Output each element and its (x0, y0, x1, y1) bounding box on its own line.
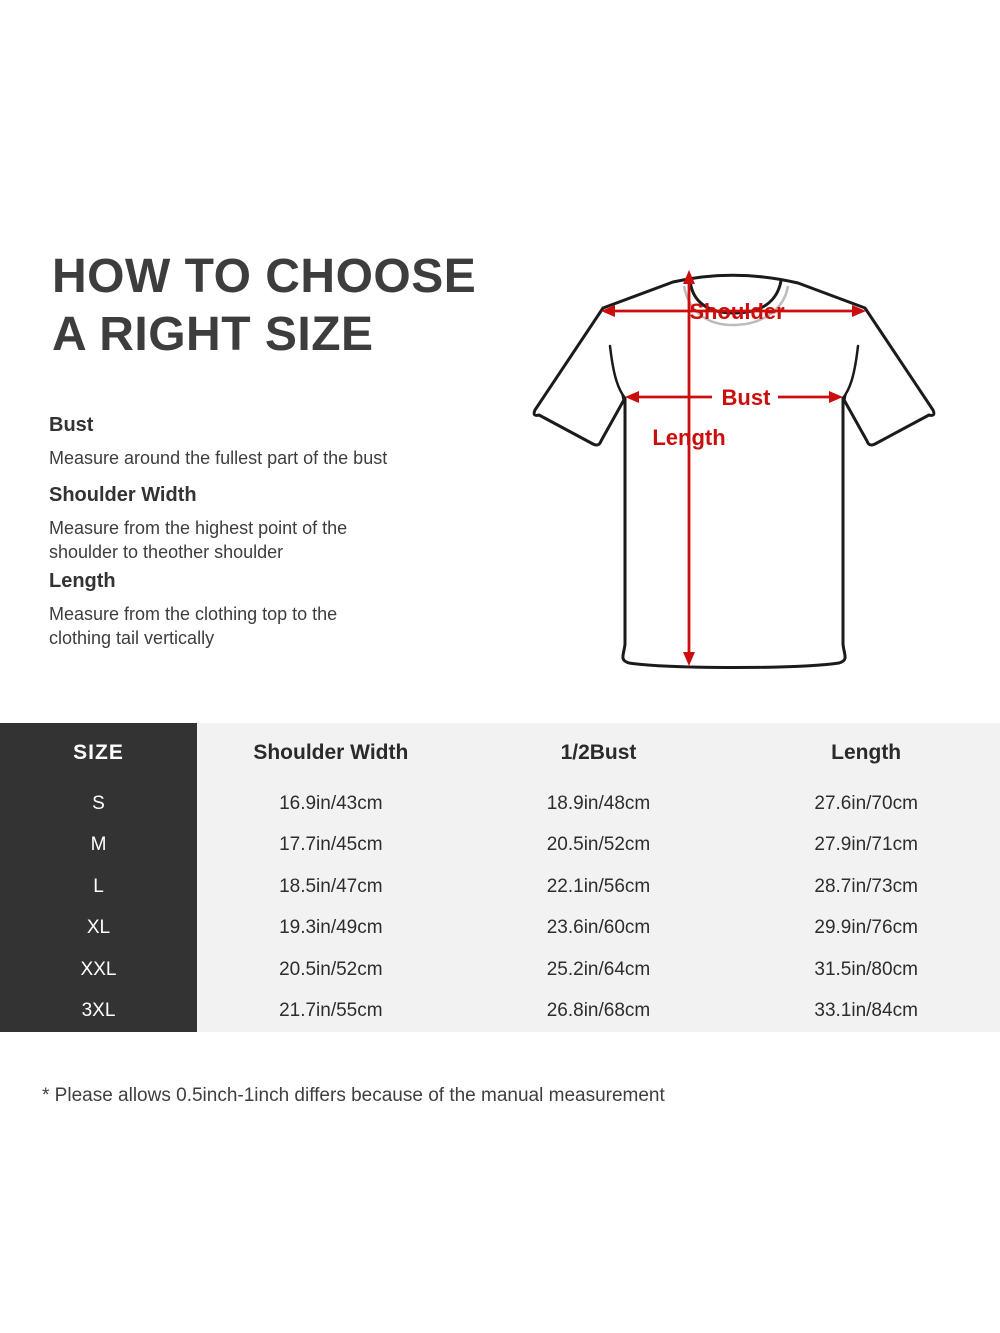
column-header-shoulder-width: Shoulder Width (253, 741, 409, 764)
page-title: HOW TO CHOOSE A RIGHT SIZE (52, 248, 476, 364)
instruction-length-text: Measure from the clothing top to the clot… (49, 604, 338, 648)
size-label-xl: XL (86, 917, 111, 939)
size-label-3xl: 3XL (81, 1000, 116, 1022)
instruction-length-title: Length (49, 570, 116, 592)
table-row-xl: 19.3in/49cm 23.6in/60cm 29.9in/76cm (197, 908, 1000, 950)
table-row-l: 18.5in/47cm 22.1in/56cm 28.7in/73cm (197, 866, 1000, 908)
table-row-m: 17.7in/45cm 20.5in/52cm 27.9in/71cm (197, 825, 1000, 867)
instruction-shoulder-text: Measure from the highest point of the sho… (49, 518, 348, 562)
left-armpit-shade (621, 390, 626, 410)
cell-shoulder: 21.7in/55cm (279, 1000, 383, 1022)
length-arrow-icon (683, 270, 695, 666)
table-data-area: Shoulder Width 1/2Bust Length 16.9in/43c… (197, 723, 1000, 1032)
cell-length: 27.6in/70cm (814, 792, 918, 814)
bust-label: Bust (722, 385, 772, 410)
cell-shoulder: 16.9in/43cm (279, 792, 383, 814)
cell-bust: 26.8in/68cm (546, 1000, 651, 1022)
right-armpit-shade (842, 390, 847, 410)
size-column: SIZE S M L XL XXL 3XL (0, 723, 197, 1032)
size-label-l: L (93, 875, 104, 897)
table-row-s: 16.9in/43cm 18.9in/48cm 27.6in/70cm (197, 783, 1000, 825)
collar-shadow (682, 285, 790, 327)
tshirt-outline (532, 273, 936, 669)
bust-arrow-icon (625, 391, 843, 403)
instruction-bust: Bust Measure around the fullest part of … (49, 414, 519, 470)
tshirt-diagram: Shoulder Bust Length (505, 250, 975, 680)
size-table: SIZE S M L XL XXL 3XL Shoulder Width 1/2… (0, 723, 1000, 1032)
cell-length: 27.9in/71cm (814, 834, 918, 856)
page-title-line1: HOW TO CHOOSE (52, 250, 477, 303)
column-header-size: SIZE (73, 741, 124, 764)
cell-bust: 20.5in/52cm (546, 834, 651, 856)
size-label-xxl: XXL (80, 958, 117, 980)
instruction-shoulder-width: Shoulder Width Measure from the highest … (49, 484, 519, 564)
cell-bust: 18.9in/48cm (546, 792, 651, 814)
tshirt-outline-svg: Shoulder Bust Length (532, 270, 936, 669)
cell-shoulder: 18.5in/47cm (279, 875, 383, 897)
cell-length: 29.9in/76cm (814, 917, 918, 939)
page-title-line2: A RIGHT SIZE (52, 308, 374, 361)
shoulder-arrow-icon (601, 305, 866, 317)
table-header-row: Shoulder Width 1/2Bust Length (197, 723, 1000, 783)
cell-length: 31.5in/80cm (814, 958, 918, 980)
cell-bust: 22.1in/56cm (546, 875, 651, 897)
cell-bust: 25.2in/64cm (546, 958, 651, 980)
size-label-m: M (90, 834, 107, 856)
instruction-shoulder-title: Shoulder Width (49, 484, 197, 506)
table-row-3xl: 21.7in/55cm 26.8in/68cm 33.1in/84cm (197, 991, 1000, 1033)
measure-arrows: Shoulder Bust Length (601, 270, 866, 666)
measurement-disclaimer: * Please allows 0.5inch-1inch differs be… (42, 1085, 665, 1106)
shoulder-label: Shoulder (689, 299, 785, 324)
instruction-bust-text: Measure around the fullest part of the b… (49, 448, 388, 468)
cell-shoulder: 20.5in/52cm (279, 958, 383, 980)
cell-length: 33.1in/84cm (814, 1000, 918, 1022)
cell-length: 28.7in/73cm (814, 875, 918, 897)
size-label-s: S (92, 792, 105, 814)
column-header-length: Length (831, 741, 902, 764)
cell-shoulder: 19.3in/49cm (279, 917, 383, 939)
column-header-half-bust: 1/2Bust (560, 741, 637, 764)
table-row-xxl: 20.5in/52cm 25.2in/64cm 31.5in/80cm (197, 949, 1000, 991)
cell-bust: 23.6in/60cm (546, 917, 651, 939)
length-label: Length (652, 425, 725, 450)
collar-opening (688, 278, 783, 315)
cell-shoulder: 17.7in/45cm (279, 834, 383, 856)
instruction-length: Length Measure from the clothing top to … (49, 570, 519, 650)
instruction-bust-title: Bust (49, 414, 94, 436)
